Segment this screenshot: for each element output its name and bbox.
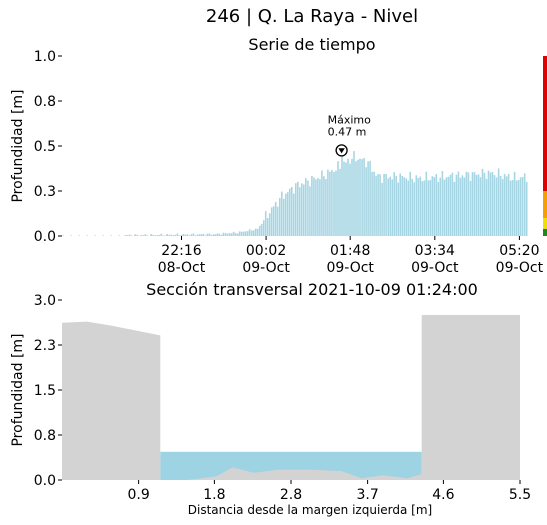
x-axis: 22:1608-Oct00:0209-Oct01:4809-Oct03:3409…	[158, 236, 544, 276]
max-label: Máximo	[328, 113, 372, 126]
y-axis-label: Profundidad [m]	[10, 89, 26, 202]
time-series-chart: Serie de tiempo Profundidad [m] 0.00.30.…	[10, 35, 547, 276]
x-tick-label: 0.9	[127, 487, 149, 503]
y-tick-label: 0.0	[34, 473, 56, 489]
x-tick-label-time: 00:02	[246, 243, 286, 259]
x-axis: 0.9 1.8 2.8 3.7 4.6 5.5	[127, 480, 531, 503]
x-tick-label: 1.8	[203, 487, 225, 503]
series-bars	[62, 151, 528, 236]
x-tick-label: 5.5	[509, 487, 531, 503]
figure-title: 246 | Q. La Raya - Nivel	[206, 6, 418, 27]
y-tick-label: 3.0	[34, 293, 56, 309]
x-tick-label-time: 03:34	[415, 243, 455, 259]
x-tick-label-time: 05:20	[499, 243, 539, 259]
status-segment	[543, 218, 547, 229]
status-segment	[543, 228, 547, 236]
down-triangle-circle-icon	[335, 144, 348, 157]
y-tick-label: 0.3	[34, 184, 56, 200]
y-tick-label: 2.3	[34, 338, 56, 354]
y-tick-label: 0.5	[34, 139, 56, 155]
max-annotation: Máximo 0.47 m	[328, 113, 372, 157]
x-tick-label-date: 09-Oct	[496, 260, 544, 276]
x-tick-label-date: 09-Oct	[411, 260, 459, 276]
status-color-bar	[543, 56, 547, 236]
y-axis-label: Profundidad [m]	[10, 333, 26, 446]
x-tick-label-date: 09-Oct	[242, 260, 290, 276]
x-tick-label-time: 01:48	[330, 243, 370, 259]
x-tick-label-time: 22:16	[161, 243, 201, 259]
max-value: 0.47 m	[328, 125, 367, 138]
cross-section-plot	[62, 315, 520, 480]
y-tick-label: 1.5	[34, 383, 56, 399]
x-tick-label: 4.6	[432, 487, 454, 503]
y-tick-label: 0.8	[34, 94, 56, 110]
chart-title: Serie de tiempo	[248, 35, 375, 54]
x-tick-label-date: 08-Oct	[158, 260, 206, 276]
y-axis: 0.0 0.3 0.5 0.8 1.0	[34, 49, 62, 245]
y-tick-label: 0.0	[34, 229, 56, 245]
y-tick-label: 1.0	[34, 49, 56, 65]
chart-title: Sección transversal 2021-10-09 01:24:00	[146, 280, 478, 299]
y-axis: 0.0 0.8 1.5 2.3 3.0	[34, 293, 62, 489]
terrain-area	[62, 315, 520, 480]
x-tick-label-date: 09-Oct	[326, 260, 374, 276]
y-tick-label: 0.8	[34, 428, 56, 444]
x-tick-label: 2.8	[280, 487, 302, 503]
status-segment	[543, 56, 547, 191]
x-axis-label: Distancia desde la margen izquierda [m]	[188, 503, 432, 517]
x-tick-label: 3.7	[356, 487, 378, 503]
cross-section-chart: Sección transversal 2021-10-09 01:24:00 …	[10, 280, 531, 517]
status-segment	[543, 191, 547, 218]
